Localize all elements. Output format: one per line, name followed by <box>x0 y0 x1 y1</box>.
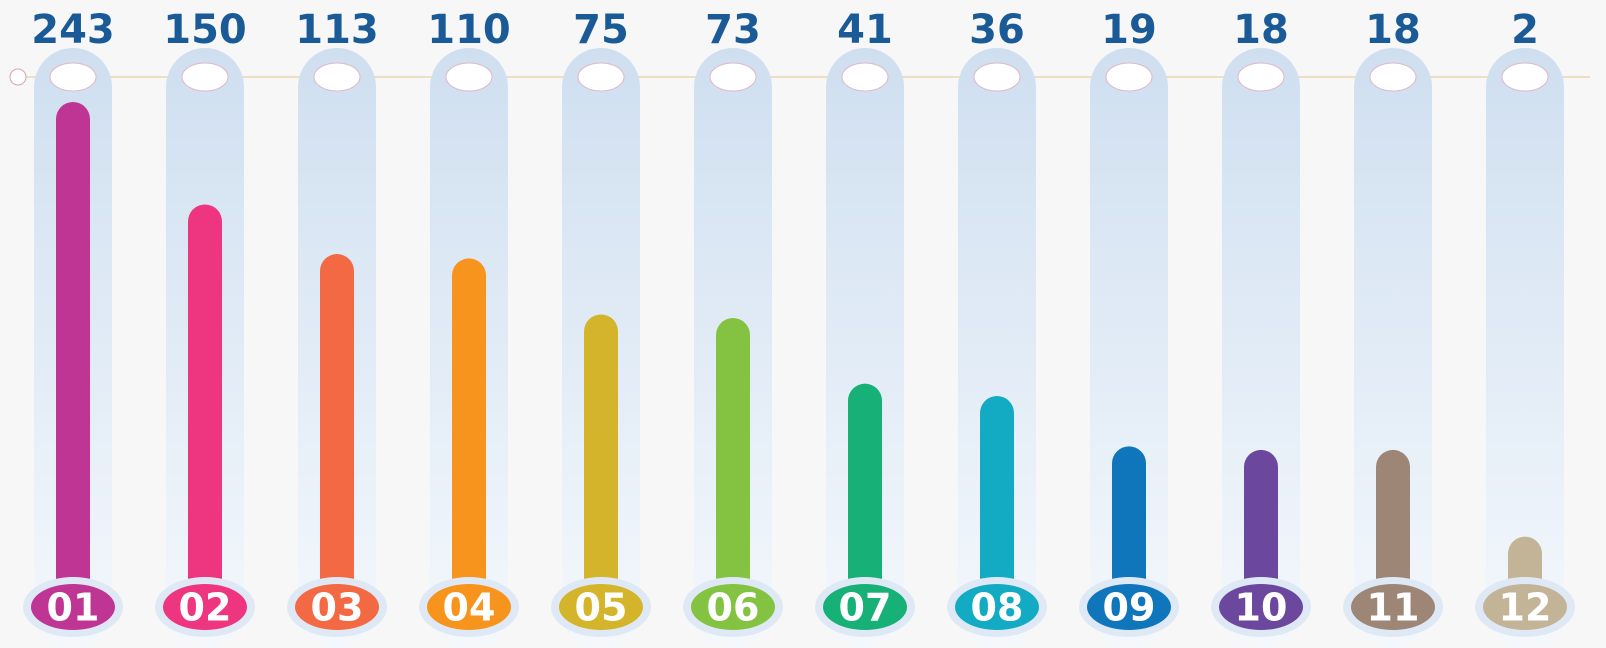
bar <box>1376 449 1410 580</box>
track-cap <box>49 62 97 92</box>
track-cap <box>841 62 889 92</box>
value-label: 2 <box>1511 7 1539 53</box>
category-label: 04 <box>443 586 496 630</box>
category-label: 08 <box>971 586 1024 630</box>
track-cap <box>577 62 625 92</box>
bar <box>1112 446 1146 580</box>
bar <box>848 383 882 580</box>
bar <box>188 204 222 580</box>
badge <box>691 584 775 630</box>
track-cap <box>181 62 229 92</box>
badge <box>1219 584 1303 630</box>
category-label: 02 <box>179 586 232 630</box>
category-label: 11 <box>1367 586 1420 630</box>
column-track <box>1486 48 1564 648</box>
category-label: 03 <box>311 586 364 630</box>
bar <box>320 254 354 580</box>
category-label: 05 <box>575 586 628 630</box>
bar <box>584 314 618 580</box>
bar <box>452 258 486 580</box>
badge <box>31 584 115 630</box>
bar <box>980 396 1014 580</box>
column-track <box>958 48 1036 648</box>
badge <box>823 584 907 630</box>
bar <box>1244 449 1278 580</box>
badge <box>1351 584 1435 630</box>
category-label: 06 <box>707 586 760 630</box>
track-cap <box>313 62 361 92</box>
badge <box>1483 584 1567 630</box>
value-label: 113 <box>295 7 379 53</box>
bar <box>716 318 750 580</box>
badge <box>1087 584 1171 630</box>
track-cap <box>1237 62 1285 92</box>
badge <box>163 584 247 630</box>
bar <box>56 102 90 580</box>
track-cap <box>1105 62 1153 92</box>
track-cap <box>973 62 1021 92</box>
track-cap <box>445 62 493 92</box>
badge <box>559 584 643 630</box>
value-label: 243 <box>31 7 115 53</box>
track-cap <box>1501 62 1549 92</box>
column-track <box>1222 48 1300 648</box>
guide-dot <box>9 68 27 86</box>
column-track <box>1090 48 1168 648</box>
bar <box>1508 536 1542 580</box>
badge <box>427 584 511 630</box>
value-label: 73 <box>705 7 761 53</box>
category-label: 10 <box>1235 586 1288 630</box>
category-label: 12 <box>1499 586 1552 630</box>
category-label: 09 <box>1103 586 1156 630</box>
category-label: 01 <box>47 586 100 630</box>
track-cap <box>1369 62 1417 92</box>
badge <box>295 584 379 630</box>
value-label: 75 <box>573 7 629 53</box>
column-track <box>1354 48 1432 648</box>
value-label: 110 <box>427 7 511 53</box>
value-label: 18 <box>1233 7 1289 53</box>
value-label: 150 <box>163 7 247 53</box>
value-label: 18 <box>1365 7 1421 53</box>
value-label: 19 <box>1101 7 1157 53</box>
value-label: 36 <box>969 7 1025 53</box>
category-label: 07 <box>839 586 892 630</box>
badge <box>955 584 1039 630</box>
value-label: 41 <box>837 7 893 53</box>
track-cap <box>709 62 757 92</box>
column-track <box>826 48 904 648</box>
